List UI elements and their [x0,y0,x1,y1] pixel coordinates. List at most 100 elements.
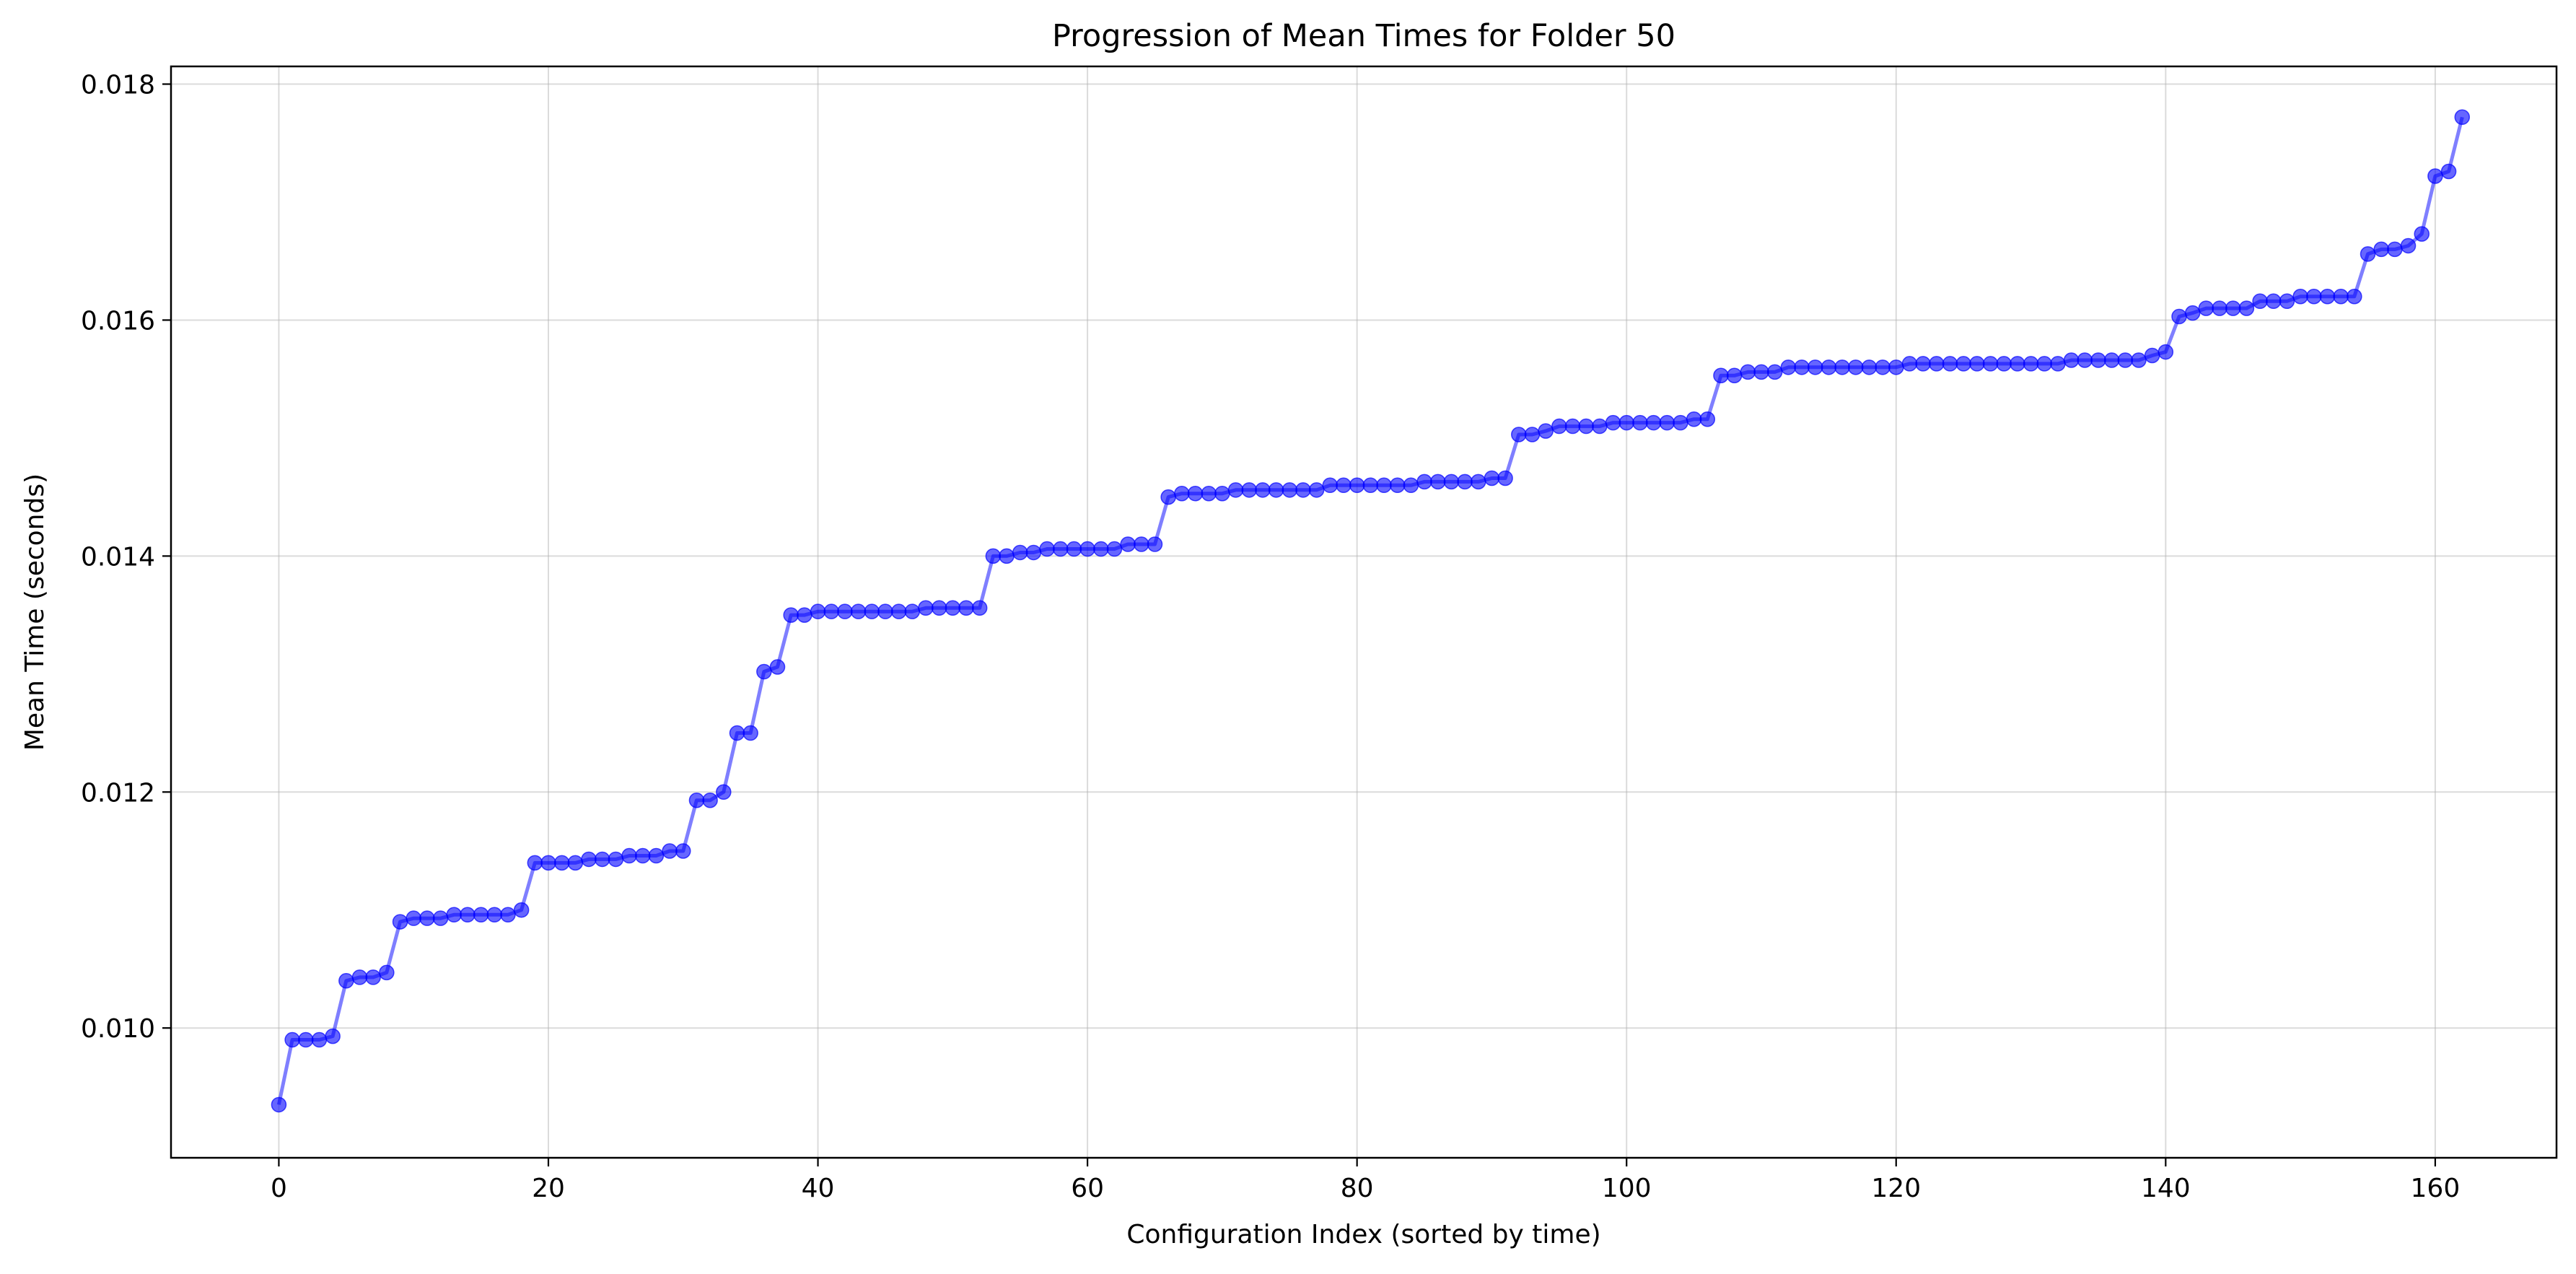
x-tick-label: 0 [271,1174,287,1203]
data-point [1969,356,1985,372]
data-point [1484,470,1500,487]
data-point [999,548,1015,564]
data-point [486,907,503,923]
data-point [1982,356,1999,372]
data-point [594,851,610,868]
data-point [810,603,826,619]
data-point [1592,418,1608,435]
data-point [1120,536,1136,552]
data-point [1336,477,1351,494]
data-point [2266,293,2282,310]
x-tick-label: 40 [802,1174,835,1203]
data-point [1201,485,1217,502]
data-point [1807,359,1823,375]
data-point [2252,293,2268,310]
data-point [1389,477,1406,494]
data-point [783,607,799,623]
y-tick-label: 0.010 [81,1014,155,1044]
data-point [1726,367,1743,384]
data-point [1443,474,1460,490]
data-point [2360,246,2376,262]
data-point [797,607,812,623]
data-point [1160,489,1176,505]
data-point [971,600,988,616]
data-point [2023,356,2039,372]
data-point [2184,305,2201,321]
data-point [2279,293,2295,310]
data-point [513,902,530,918]
data-point [325,1028,341,1044]
data-point [1766,364,1783,380]
x-axis-ticks: 0 20 40 60 80 100 120 140 160 [271,1158,2460,1203]
data-point [1497,470,1513,487]
x-tick-label: 100 [1602,1174,1652,1203]
data-point [2373,241,2389,258]
data-point [2400,237,2417,254]
data-point [1659,414,1675,431]
data-point [850,603,867,619]
data-point [460,907,476,923]
data-point [918,600,934,616]
data-point [1645,414,1662,431]
data-point [379,964,395,981]
data-point [406,910,421,926]
data-point [2212,300,2227,316]
data-point [2090,352,2106,368]
data-point [1187,485,1204,502]
data-point [1295,482,1311,498]
data-point [1039,541,1055,557]
data-point [958,600,974,616]
x-tick-label: 120 [1871,1174,1921,1203]
data-point [1052,541,1069,557]
data-point [1106,541,1123,557]
data-point [2440,163,2457,180]
data-point [351,969,368,985]
data-point [1349,477,1365,494]
data-point [2050,356,2066,372]
data-point [1929,356,1945,372]
data-point [945,600,961,616]
data-point [2198,300,2214,316]
data-point [1416,474,1432,490]
data-point [877,603,893,619]
data-point [1511,427,1527,442]
x-tick-label: 160 [2411,1174,2461,1203]
data-point [500,907,516,923]
data-point [1147,536,1163,552]
data-point [2036,356,2052,372]
data-point [2063,352,2080,368]
data-point [540,855,556,871]
data-point [702,792,718,808]
data-point [837,603,853,619]
data-point [608,851,624,868]
data-point [1322,477,1339,494]
x-tick-label: 60 [1071,1174,1104,1203]
grid-lines [171,66,2557,1158]
data-point [2387,241,2403,258]
data-point [634,847,651,864]
data-point [1134,536,1149,552]
data-point [904,603,921,619]
data-point [2454,109,2471,126]
data-point [1538,423,1554,439]
x-tick-label: 80 [1341,1174,1374,1203]
y-tick-label: 0.014 [81,542,155,572]
y-tick-label: 0.016 [81,306,155,336]
data-point [1955,356,1971,372]
y-tick-label: 0.012 [81,778,155,808]
data-point [581,851,597,868]
data-point [1268,482,1284,498]
data-point [675,843,691,859]
data-point [985,548,1002,564]
data-point [931,600,947,616]
data-point [1618,414,1634,431]
data-point [1012,544,1028,561]
data-point [1632,414,1648,431]
data-point [1255,482,1271,498]
data-point [1821,359,1837,375]
data-point [1564,418,1581,435]
data-point [2319,288,2336,305]
data-point [1915,356,1931,372]
